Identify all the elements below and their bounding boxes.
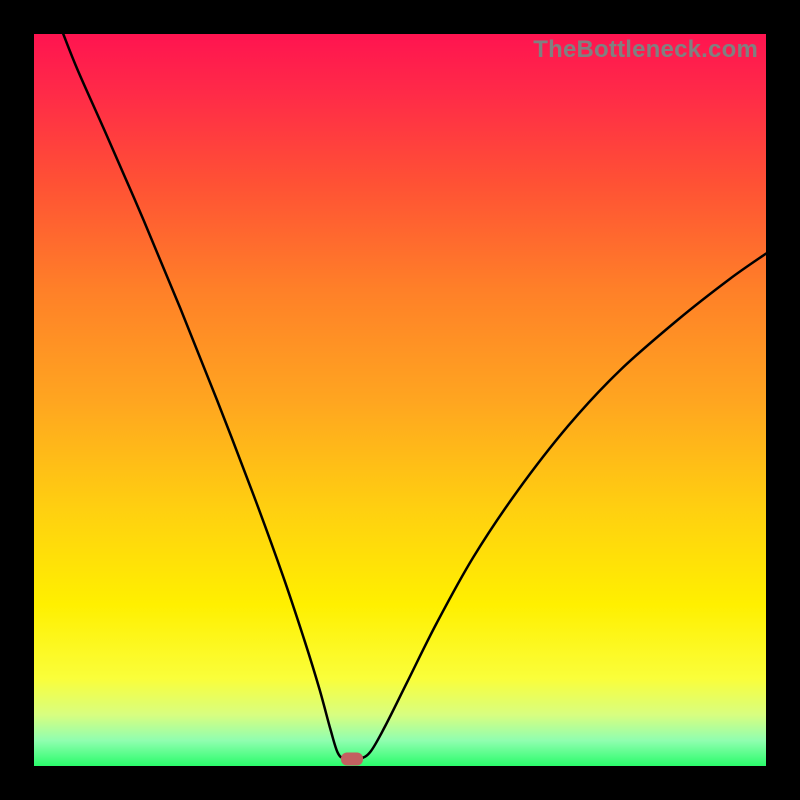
chart-frame: TheBottleneck.com — [0, 0, 800, 800]
watermark-text: TheBottleneck.com — [533, 36, 758, 64]
bottleneck-curve — [63, 34, 766, 760]
optimum-marker — [341, 752, 363, 765]
curve-layer — [34, 34, 766, 766]
